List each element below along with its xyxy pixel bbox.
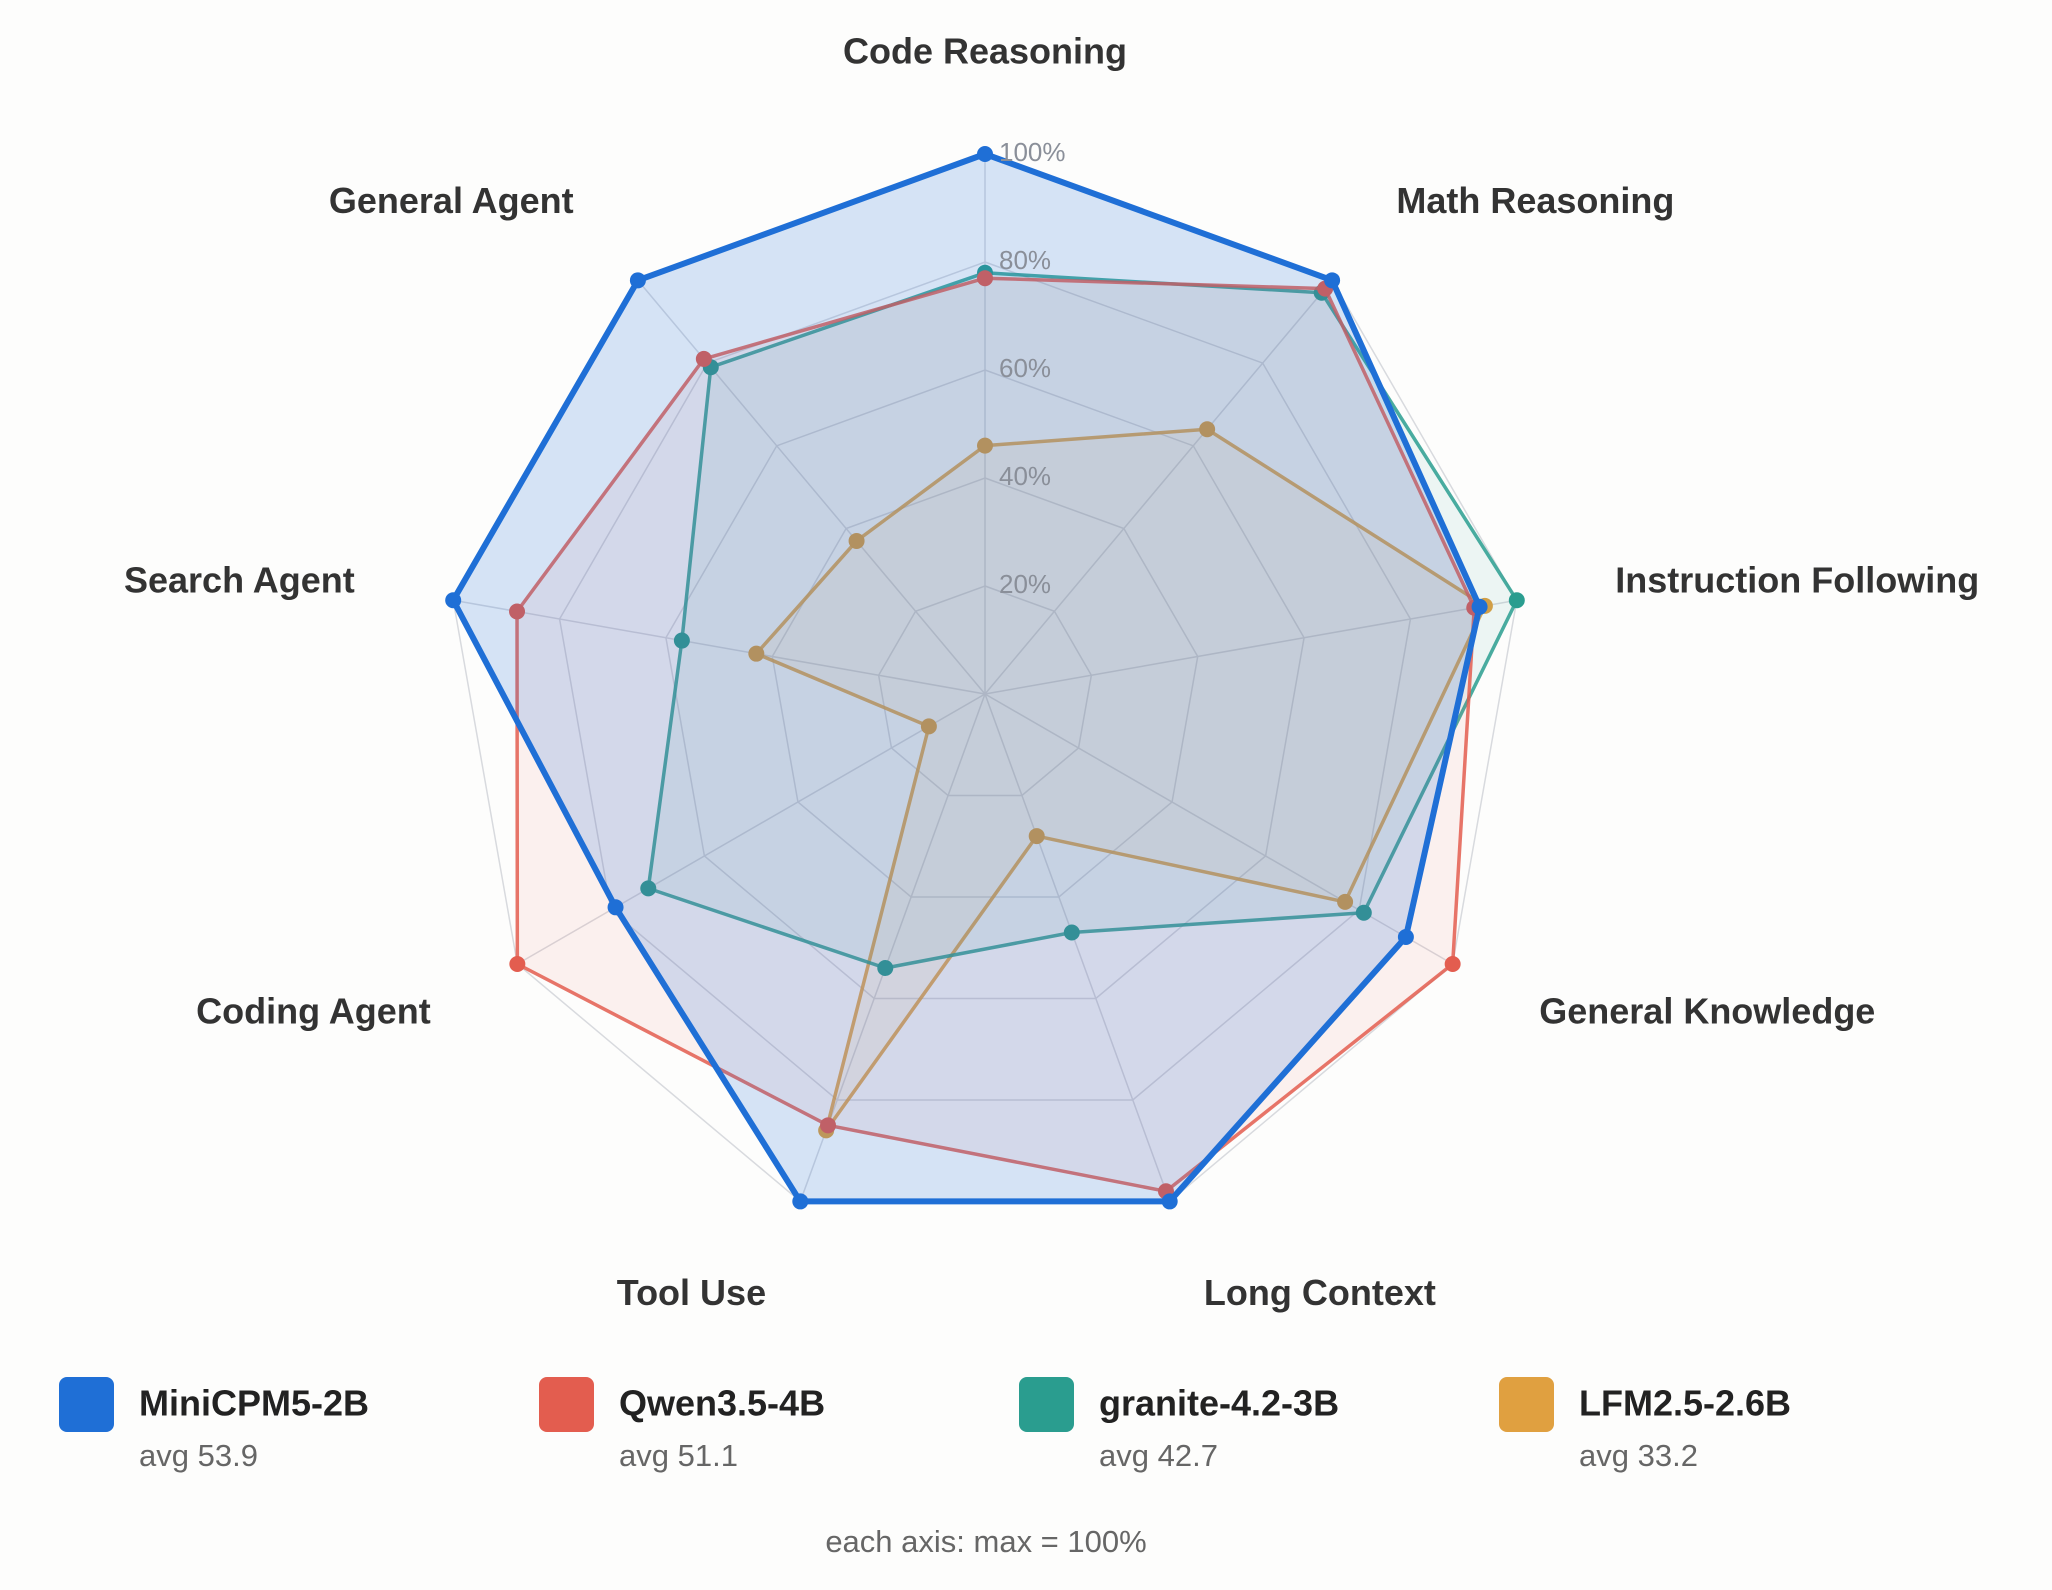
legend-swatch: [539, 1377, 594, 1432]
data-point: [1199, 421, 1216, 438]
data-point: [673, 632, 690, 649]
r-tick-label: 40%: [999, 461, 1051, 491]
spoke: [984, 599, 1517, 695]
data-point: [445, 592, 462, 609]
data-point: [509, 603, 526, 620]
footnote: each axis: max = 100%: [825, 1524, 1146, 1559]
data-point: [1161, 1193, 1178, 1210]
data-point: [607, 899, 624, 916]
data-point: [1324, 272, 1341, 289]
axis-label: Math Reasoning: [1396, 180, 1674, 221]
data-point: [977, 146, 993, 162]
legend-subtitle: avg 33.2: [1579, 1438, 1698, 1473]
grid-ring: [877, 585, 1093, 797]
data-point: [695, 350, 712, 367]
grid-ring: [665, 369, 1305, 1000]
series-area: [754, 427, 1487, 1133]
legend-swatch: [1499, 1377, 1554, 1432]
axis-label: General Agent: [329, 180, 574, 221]
data-point: [640, 880, 657, 897]
data-point: [629, 272, 646, 289]
data-point: [1397, 929, 1414, 945]
data-point: [1355, 904, 1372, 921]
series-area: [515, 276, 1477, 1194]
axis-label: Instruction Following: [1615, 559, 1979, 600]
spoke: [516, 693, 986, 965]
data-point: [1444, 956, 1461, 972]
data-point: [977, 437, 993, 454]
legend-subtitle: avg 51.1: [619, 1438, 738, 1473]
r-tick-label: 20%: [999, 569, 1051, 599]
data-point: [792, 1193, 809, 1210]
r-tick-label: 100%: [999, 137, 1066, 167]
spoke: [984, 693, 1454, 965]
data-point: [848, 532, 865, 549]
legend-name: granite-4.2-3B: [1099, 1383, 1339, 1424]
spoke: [453, 599, 986, 695]
r-tick-label: 80%: [999, 245, 1051, 275]
data-point: [977, 270, 993, 287]
legend-name: LFM2.5-2.6B: [1579, 1383, 1791, 1424]
data-point: [877, 960, 894, 977]
axis-label: Long Context: [1204, 1272, 1436, 1313]
data-point: [1508, 592, 1525, 609]
data-point: [509, 956, 526, 972]
data-point: [1063, 924, 1080, 941]
data-point: [1028, 828, 1045, 845]
spoke: [984, 279, 1333, 695]
r-tick-label: 60%: [999, 353, 1051, 383]
data-point: [1471, 598, 1488, 615]
legend-subtitle: avg 53.9: [139, 1438, 258, 1473]
data-point: [1337, 893, 1354, 910]
legend-name: Qwen3.5-4B: [619, 1383, 825, 1424]
legend-name: MiniCPM5-2B: [139, 1383, 369, 1424]
series-area: [450, 151, 1483, 1205]
spoke: [637, 279, 986, 695]
data-point: [920, 718, 937, 735]
legend-swatch: [59, 1377, 114, 1432]
axis-label: Coding Agent: [196, 991, 431, 1032]
axis-label: Code Reasoning: [843, 31, 1127, 72]
legend-swatch: [1019, 1377, 1074, 1432]
axis-label: General Knowledge: [1539, 991, 1875, 1032]
series-area: [646, 271, 1519, 970]
data-point: [748, 645, 765, 662]
spoke: [984, 693, 1171, 1202]
axis-label: Search Agent: [124, 559, 355, 600]
data-point: [820, 1117, 837, 1134]
legend-subtitle: avg 42.7: [1099, 1438, 1218, 1473]
axis-label: Tool Use: [617, 1272, 766, 1313]
grid-ring: [558, 261, 1412, 1101]
